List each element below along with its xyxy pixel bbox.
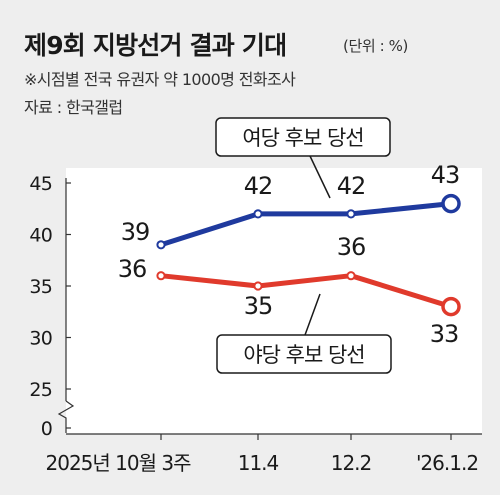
ruling-series-line [158,201,454,248]
y-tick-label: 40 [29,225,52,247]
opposition-legend-leader [304,293,321,336]
survey-note: ※시점별 전국 유권자 약 1000명 전화조사 [24,70,296,89]
opposition-data-point [441,296,461,317]
opposition-data-point [253,281,263,291]
opposition-series-line [158,273,454,310]
ruling-data-label: 39 [121,218,150,246]
y-tick-label: 30 [29,328,52,350]
y-tick-label: 25 [29,379,52,401]
ruling-data-point [156,240,166,250]
x-tick-label: '26.1.2 [416,451,478,475]
ruling-data-label: 43 [431,161,460,189]
opposition-legend-label: 야당 후보 당선 [243,343,364,367]
opposition-data-label: 36 [118,255,147,283]
ruling-data-point [253,209,263,219]
y-tick-label: 35 [29,276,52,298]
source-label: 자료 : 한국갤럽 [24,98,123,117]
y-tick-label: 0 [41,418,52,440]
ruling-legend-leader [309,155,331,199]
chart-title: 제9회 지방선거 결과 기대 [24,31,287,60]
y-tick-label: 45 [29,173,52,195]
unit-label: (단위 : %) [343,37,408,55]
opposition-data-label: 35 [244,292,273,320]
opposition-data-label: 33 [430,320,459,348]
x-tick-label: 11.4 [238,451,279,475]
ruling-data-label: 42 [244,172,273,200]
ruling-legend-label: 여당 후보 당선 [242,126,363,150]
ruling-data-label: 42 [337,172,366,200]
opposition-data-point [156,271,166,281]
x-tick-label: 2025년 10월 3주 [46,451,192,475]
opposition-data-label: 36 [337,233,366,261]
ruling-legend-box [215,117,391,157]
y-axis-break [57,400,75,433]
ruling-data-point [441,193,461,214]
opposition-data-point [346,271,356,281]
ruling-data-point [346,209,356,219]
x-tick-label: 12.2 [331,451,372,475]
opposition-legend-box [216,334,392,374]
